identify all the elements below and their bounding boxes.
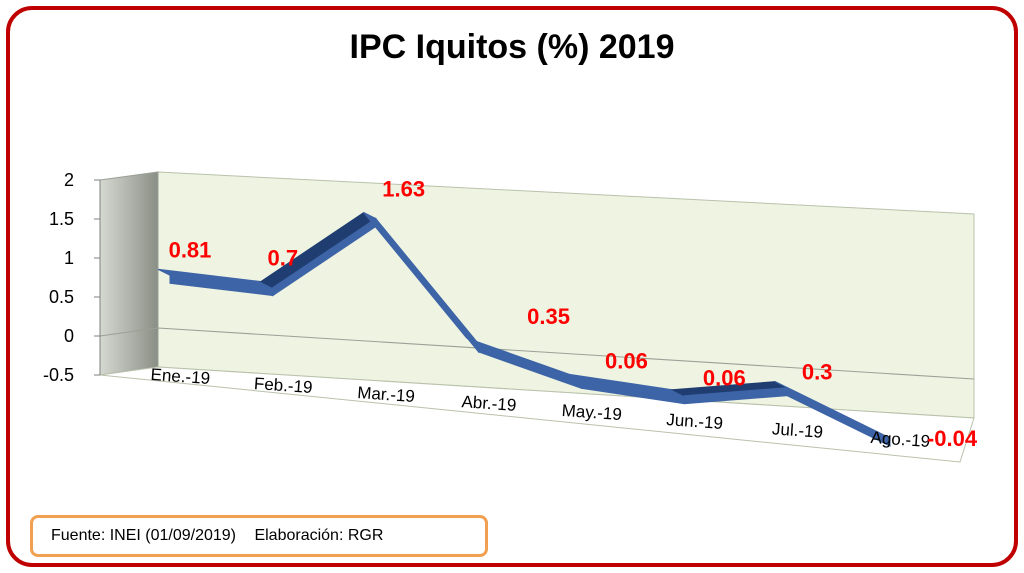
y-tick-label: 0 <box>64 326 74 346</box>
data-label: -0.04 <box>927 426 978 451</box>
x-tick-label: May.-19 <box>561 401 622 424</box>
floor <box>99 366 975 463</box>
elaboration-text: Elaboración: RGR <box>254 527 384 544</box>
data-label: 0.81 <box>169 237 212 262</box>
data-point <box>478 345 480 347</box>
y-tick-label: 2 <box>64 170 74 190</box>
source-text: Fuente: INEI (01/09/2019) <box>51 527 236 544</box>
zero-plane-line <box>99 327 975 380</box>
source-note: Fuente: INEI (01/09/2019) Elaboración: R… <box>30 515 488 557</box>
y-tick-label: -0.5 <box>43 365 74 385</box>
x-tick-label: Jul.-19 <box>771 419 823 442</box>
y-tick-label: 1 <box>64 248 74 268</box>
x-tick-label: Mar.-19 <box>357 383 416 406</box>
data-point <box>375 220 377 222</box>
x-tick-label: Ago.-19 <box>870 428 931 451</box>
side-wall <box>99 171 159 376</box>
data-label: 0.7 <box>268 246 299 271</box>
data-label: 0.3 <box>802 360 833 385</box>
data-point <box>580 381 582 383</box>
ribbon-face <box>786 386 891 447</box>
x-tick-label: Ene.-19 <box>150 365 211 388</box>
data-point <box>786 389 788 391</box>
data-point <box>889 439 891 441</box>
y-tick-label: 1.5 <box>49 209 74 229</box>
data-label: 0.06 <box>605 348 648 373</box>
x-tick-label: Jun.-19 <box>666 410 724 433</box>
data-label: 0.06 <box>703 366 746 391</box>
data-label: 0.35 <box>527 304 570 329</box>
data-point <box>169 276 171 278</box>
data-point <box>683 397 685 399</box>
data-label: 1.63 <box>382 177 425 202</box>
chart-title: IPC Iquitos (%) 2019 <box>349 28 675 66</box>
data-point <box>272 289 274 291</box>
y-tick-label: 0.5 <box>49 287 74 307</box>
x-tick-label: Abr.-19 <box>461 392 517 415</box>
x-tick-label: Feb.-19 <box>253 374 313 397</box>
